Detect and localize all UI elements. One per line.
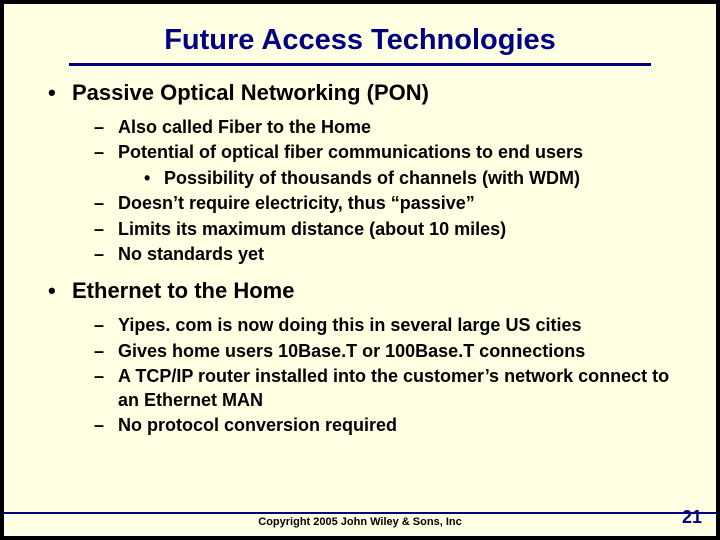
bullet-l2: Limits its maximum distance (about 10 mi… [94, 218, 686, 241]
bullet-l2: Also called Fiber to the Home [94, 116, 686, 139]
bullet-l2: A TCP/IP router installed into the custo… [94, 365, 686, 412]
bullet-l3: Possibility of thousands of channels (wi… [144, 167, 686, 190]
bullet-l2: Potential of optical fiber communication… [94, 141, 686, 164]
slide-body: Passive Optical Networking (PON) Also ca… [34, 80, 686, 437]
bullet-l2: No standards yet [94, 243, 686, 266]
bullet-l2: Gives home users 10Base.T or 100Base.T c… [94, 340, 686, 363]
bullet-l2: Doesn’t require electricity, thus “passi… [94, 192, 686, 215]
slide-title: Future Access Technologies [69, 24, 651, 66]
slide: Future Access Technologies Passive Optic… [4, 4, 716, 536]
bullet-l2: No protocol conversion required [94, 414, 686, 437]
bullet-l1: Passive Optical Networking (PON) [48, 80, 686, 106]
bullet-l1: Ethernet to the Home [48, 278, 686, 304]
spacer [34, 268, 686, 274]
slide-footer: Copyright 2005 John Wiley & Sons, Inc [4, 512, 716, 528]
copyright-text: Copyright 2005 John Wiley & Sons, Inc [4, 516, 716, 528]
page-number: 21 [682, 507, 702, 528]
bullet-l2: Yipes. com is now doing this in several … [94, 314, 686, 337]
